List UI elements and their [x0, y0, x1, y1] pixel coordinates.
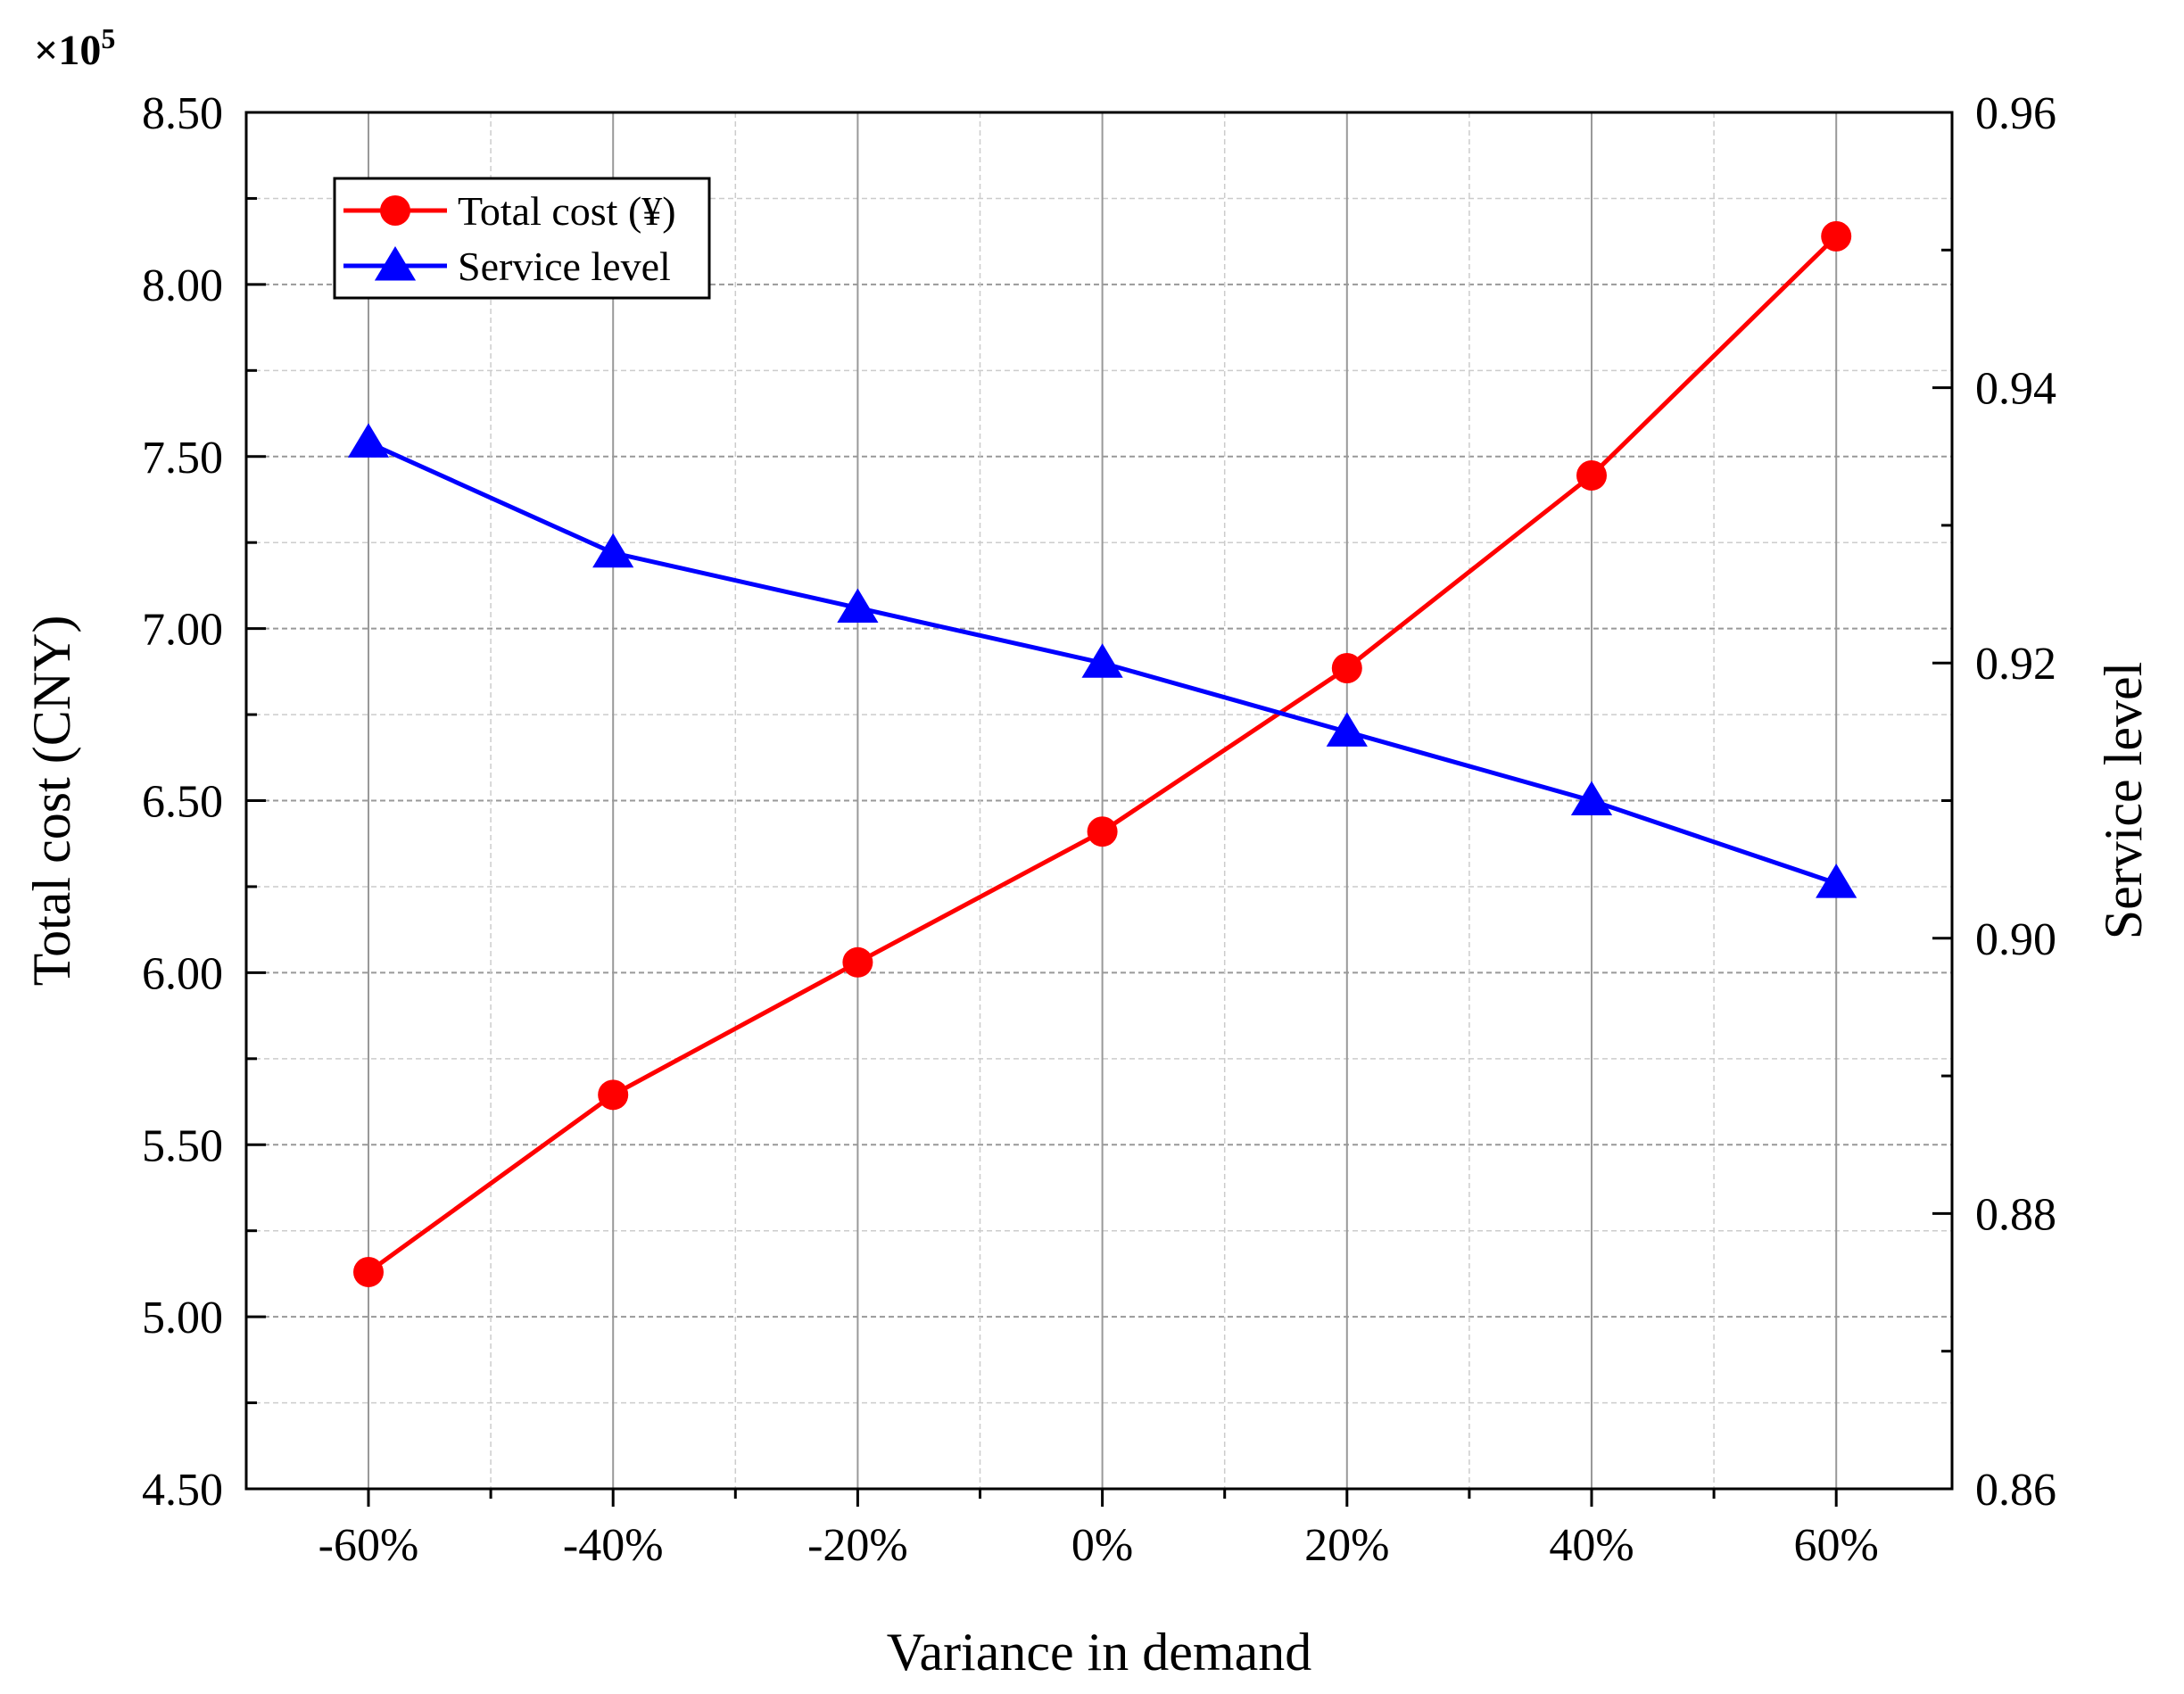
tick-layer: 4.50 5.00 5.50 6.00 6.50 7.00 7.50 8.00 8.50 0.86… [142, 88, 2056, 1571]
data-point-circle [842, 946, 873, 978]
x-tick-label: -40% [563, 1520, 664, 1571]
legend-label: Service level [458, 244, 671, 289]
data-point-circle [1821, 220, 1852, 252]
y-left-axis-title: Total cost (CNY) [22, 616, 81, 987]
axis-label-layer: Variance in demand Total cost (CNY) Serv… [22, 22, 2153, 1682]
y-left-tick-label: 7.50 [142, 433, 223, 483]
y-right-tick-label: 0.90 [1975, 914, 2056, 965]
data-point-triangle [592, 533, 634, 568]
data-point-circle [353, 1256, 384, 1287]
y-right-tick-label: 0.96 [1975, 88, 2056, 139]
y-right-tick-label: 0.94 [1975, 364, 2056, 415]
data-point-triangle [1326, 712, 1368, 747]
x-tick-label: 40% [1549, 1520, 1634, 1571]
data-point-triangle [1570, 781, 1613, 815]
y-left-multiplier: ×105 [34, 22, 115, 74]
y-left-tick-label: 7.00 [142, 605, 223, 656]
y-left-tick-label: 5.00 [142, 1293, 223, 1343]
data-point-triangle [1816, 864, 1857, 898]
x-tick-label: 0% [1071, 1520, 1133, 1571]
multiplier-base: ×10 [34, 27, 101, 74]
series-layer [347, 220, 1857, 1287]
y-left-tick-label: 4.50 [142, 1465, 223, 1516]
x-axis-title: Variance in demand [887, 1623, 1311, 1682]
data-point-triangle [347, 423, 390, 458]
data-point-circle [1087, 816, 1118, 847]
legend-marker-circle [380, 195, 410, 226]
data-point-triangle [1081, 643, 1123, 678]
legend-label: Total cost (¥) [458, 188, 676, 234]
grid-layer [246, 112, 1952, 1489]
y-left-tick-label: 8.50 [142, 88, 223, 139]
y-left-tick-label: 6.00 [142, 948, 223, 999]
series-total-cost [353, 220, 1852, 1287]
legend-marker-triangle [374, 246, 417, 281]
x-tick-label: -20% [807, 1520, 908, 1571]
data-point-circle [598, 1079, 629, 1111]
x-tick-label: 60% [1794, 1520, 1879, 1571]
y-left-tick-label: 6.50 [142, 777, 223, 828]
y-right-tick-label: 0.86 [1975, 1465, 2056, 1516]
series-service-level [347, 423, 1857, 898]
x-tick-label: -60% [318, 1520, 419, 1571]
y-right-axis-title: Service level [2094, 662, 2153, 940]
y-right-tick-label: 0.88 [1975, 1189, 2056, 1240]
y-right-tick-label: 0.92 [1975, 639, 2056, 690]
data-point-circle [1576, 459, 1607, 491]
data-point-triangle [837, 588, 879, 623]
y-left-tick-label: 5.50 [142, 1120, 223, 1171]
y-left-tick-label: 8.00 [142, 260, 223, 311]
data-point-circle [1331, 652, 1362, 683]
x-tick-label: 20% [1304, 1520, 1389, 1571]
legend: Total cost (¥) Service level [333, 177, 711, 300]
multiplier-exponent: 5 [101, 22, 115, 54]
